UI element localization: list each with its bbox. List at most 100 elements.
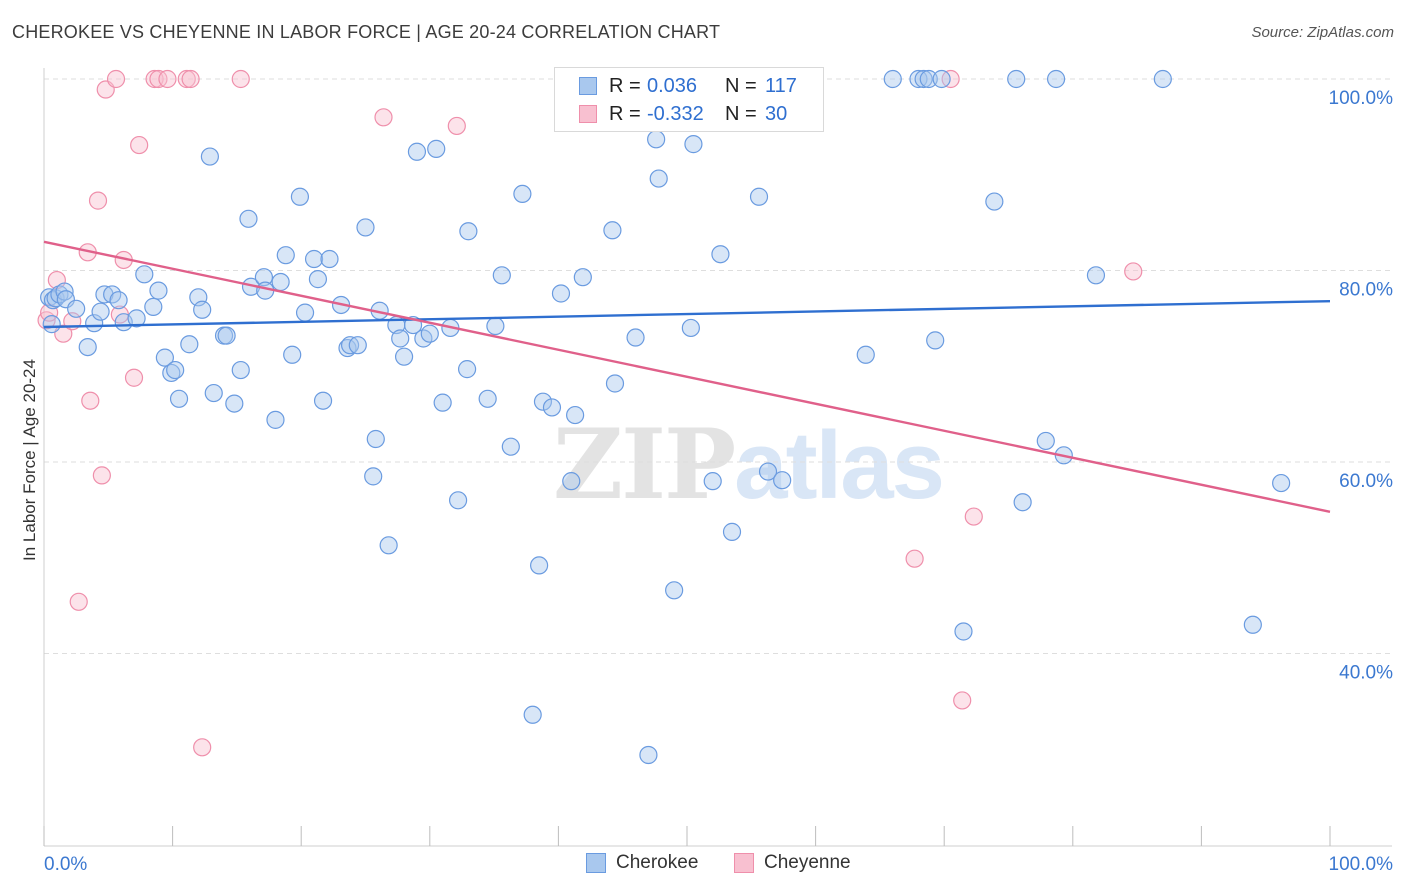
cherokee-point <box>391 329 410 348</box>
cheyenne-point <box>69 592 88 611</box>
cherokee-point <box>883 69 902 89</box>
tick-labels: 100.0% 80.0% 60.0% 40.0% 0.0% 100.0% <box>44 88 1393 875</box>
legend-r-value: 0.036 <box>647 74 698 97</box>
cherokee-point <box>647 130 666 149</box>
cherokee-point <box>420 324 439 343</box>
watermark-atlas: atlas <box>734 412 945 519</box>
cheyenne-point <box>106 69 126 89</box>
chart-title: CHEROKEE VS CHEYENNE IN LABOR FORCE | AG… <box>12 22 721 42</box>
correlation-legend: R = 0.036 N = 117 R = -0.332 N = 30 <box>554 67 824 132</box>
cheyenne-point <box>1124 262 1143 281</box>
cherokee-point <box>308 270 328 289</box>
cherokee-point <box>639 745 658 765</box>
cherokee-point <box>225 394 244 413</box>
legend-r-value: -0.332 <box>647 102 704 125</box>
cherokee-point <box>55 282 74 301</box>
y-tick-label: 40.0% <box>1339 663 1393 684</box>
cherokee-point <box>626 328 645 347</box>
cherokee-point <box>67 299 86 318</box>
cherokee-point <box>914 69 933 89</box>
cheyenne-point <box>158 69 177 89</box>
cherokee-point <box>180 335 199 354</box>
cherokee-point <box>338 338 357 358</box>
cheyenne-point <box>81 391 100 410</box>
legend-r-label: R = <box>609 102 641 125</box>
cherokee-point <box>542 398 562 417</box>
cherokee-point <box>364 467 383 486</box>
cheyenne-point <box>177 69 196 89</box>
cherokee-point <box>523 705 542 724</box>
cherokee-point <box>320 249 339 269</box>
cherokee-point <box>985 192 1004 211</box>
cherokee-point <box>573 268 592 287</box>
cherokee-point <box>217 326 236 345</box>
cherokee-point <box>492 266 511 285</box>
cherokee-point <box>703 472 722 491</box>
cherokee-point <box>144 297 163 316</box>
legend-item-cherokee: Cherokee <box>586 852 698 874</box>
cheyenne-points <box>37 69 1143 757</box>
legend-row-cherokee: R = 0.036 N = 117 <box>579 72 797 100</box>
cherokee-trend-line <box>43 299 1331 329</box>
legend-n-label: N = <box>725 74 757 97</box>
legend-item-cheyenne: Cheyenne <box>734 852 851 874</box>
cherokee-point <box>478 389 497 408</box>
cherokee-point <box>566 405 585 425</box>
series-legend: Cherokee Cheyenne <box>0 852 1406 878</box>
cherokee-point <box>379 536 398 555</box>
x-tick-label: 0.0% <box>44 854 87 875</box>
cherokee-point <box>78 338 97 357</box>
cherokee-point <box>91 302 110 321</box>
cherokee-point <box>149 281 168 300</box>
cherokee-point <box>684 135 703 154</box>
cherokee-point <box>254 268 274 287</box>
cherokee-point <box>200 147 219 166</box>
legend-n-value: 30 <box>765 102 788 125</box>
cheyenne-point <box>905 549 924 568</box>
cherokee-point <box>204 383 223 403</box>
source-label: Source: ZipAtlas.com <box>1251 24 1394 41</box>
cherokee-point <box>1013 493 1032 512</box>
cherokee-point <box>530 556 549 575</box>
cherokee-point <box>109 291 128 310</box>
cherokee-point <box>459 222 478 241</box>
legend-swatch-cherokee <box>586 853 606 873</box>
cherokee-point <box>603 221 622 240</box>
cherokee-point <box>758 462 778 481</box>
axis-layer <box>43 68 1392 847</box>
cheyenne-point <box>964 507 983 526</box>
cherokee-point <box>193 300 212 319</box>
cheyenne-point <box>145 69 164 89</box>
cheyenne-point <box>953 691 972 710</box>
cherokee-point <box>290 187 310 206</box>
cherokee-point <box>276 246 295 265</box>
y-tick-label: 80.0% <box>1339 280 1393 301</box>
cheyenne-point <box>92 466 111 485</box>
cherokee-point <box>239 209 258 228</box>
cherokee-point <box>304 249 324 269</box>
cherokee-point <box>448 491 468 510</box>
cherokee-point <box>394 347 414 366</box>
legend-swatch-cheyenne <box>734 853 754 873</box>
cherokee-point <box>486 316 505 336</box>
cherokee-point <box>313 391 333 410</box>
cherokee-point <box>649 169 668 188</box>
cheyenne-trend-line <box>43 240 1331 513</box>
cherokee-point <box>295 303 315 322</box>
cherokee-point <box>127 309 146 328</box>
y-tick-label: 100.0% <box>1329 88 1394 109</box>
cheyenne-point <box>88 191 108 210</box>
cherokee-point <box>348 336 367 355</box>
legend-swatch-cheyenne <box>579 105 597 123</box>
legend-r-label: R = <box>609 74 641 97</box>
legend-n-label: N = <box>725 102 757 125</box>
cheyenne-point <box>193 738 212 757</box>
cherokee-point <box>932 69 951 89</box>
cherokee-point <box>1007 69 1026 89</box>
cherokee-point <box>919 69 938 89</box>
cherokee-point <box>433 393 452 412</box>
cherokee-point <box>457 360 477 379</box>
legend-swatch-cherokee <box>579 77 597 95</box>
cherokee-point <box>1243 615 1262 634</box>
